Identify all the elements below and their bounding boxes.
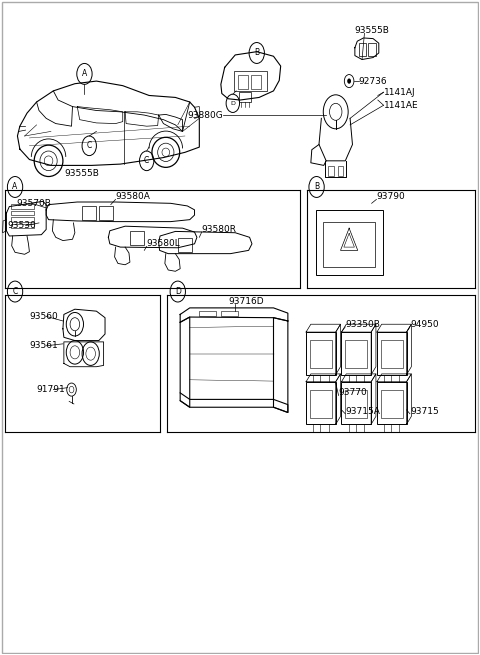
Bar [178, 238, 192, 252]
Text: 1141AJ: 1141AJ [384, 88, 415, 97]
Text: 93880G: 93880G [188, 111, 223, 120]
Bar [221, 310, 238, 316]
Text: 93770: 93770 [338, 388, 367, 398]
Bar [310, 340, 332, 368]
Bar [11, 217, 34, 221]
Bar [239, 92, 251, 102]
Text: 93715A: 93715A [345, 407, 380, 416]
Text: 92736: 92736 [359, 77, 387, 86]
Bar [341, 382, 371, 424]
Text: B: B [254, 48, 259, 58]
Bar [11, 223, 34, 228]
Bar [345, 390, 367, 418]
Text: 93580A: 93580A [116, 193, 150, 201]
Bar [359, 43, 366, 56]
Text: 93530: 93530 [7, 221, 36, 230]
Bar [368, 43, 376, 56]
Text: 93715: 93715 [410, 407, 439, 416]
Bar [234, 71, 267, 91]
Text: D: D [230, 101, 235, 106]
Bar [82, 206, 96, 220]
Bar [11, 210, 34, 215]
Bar [328, 166, 334, 176]
Text: 93580R: 93580R [202, 225, 237, 234]
Text: 93555B: 93555B [65, 170, 99, 178]
Bar [238, 75, 248, 89]
Text: 93350B: 93350B [345, 320, 380, 329]
Text: 93580L: 93580L [147, 239, 180, 248]
Bar [337, 166, 343, 176]
Bar [306, 382, 336, 424]
Bar [377, 382, 407, 424]
Text: D: D [175, 287, 180, 296]
Text: 1141AE: 1141AE [384, 101, 418, 110]
Text: 94950: 94950 [410, 320, 439, 329]
Bar [251, 75, 261, 89]
Text: 93716D: 93716D [228, 297, 264, 306]
Text: 93560: 93560 [29, 312, 58, 321]
Text: A: A [12, 183, 18, 191]
Bar [323, 221, 375, 267]
Text: C: C [144, 157, 149, 165]
Bar [377, 332, 407, 375]
Text: C: C [12, 287, 18, 296]
Circle shape [347, 79, 351, 84]
Text: 93570B: 93570B [16, 199, 51, 208]
Text: A: A [82, 69, 87, 79]
Text: B: B [314, 183, 319, 191]
Bar [310, 390, 332, 418]
Bar [345, 340, 367, 368]
Bar [341, 332, 371, 375]
Bar [306, 332, 336, 375]
Bar [381, 390, 403, 418]
Text: 93561: 93561 [29, 341, 58, 350]
Text: 91791: 91791 [36, 385, 65, 394]
Bar [99, 206, 113, 220]
Bar [316, 210, 383, 275]
Text: 93790: 93790 [376, 193, 405, 201]
Bar [199, 310, 216, 316]
Bar [11, 204, 34, 208]
Bar [130, 231, 144, 245]
Text: 93555B: 93555B [355, 26, 390, 35]
Bar [381, 340, 403, 368]
Text: C: C [86, 141, 92, 150]
